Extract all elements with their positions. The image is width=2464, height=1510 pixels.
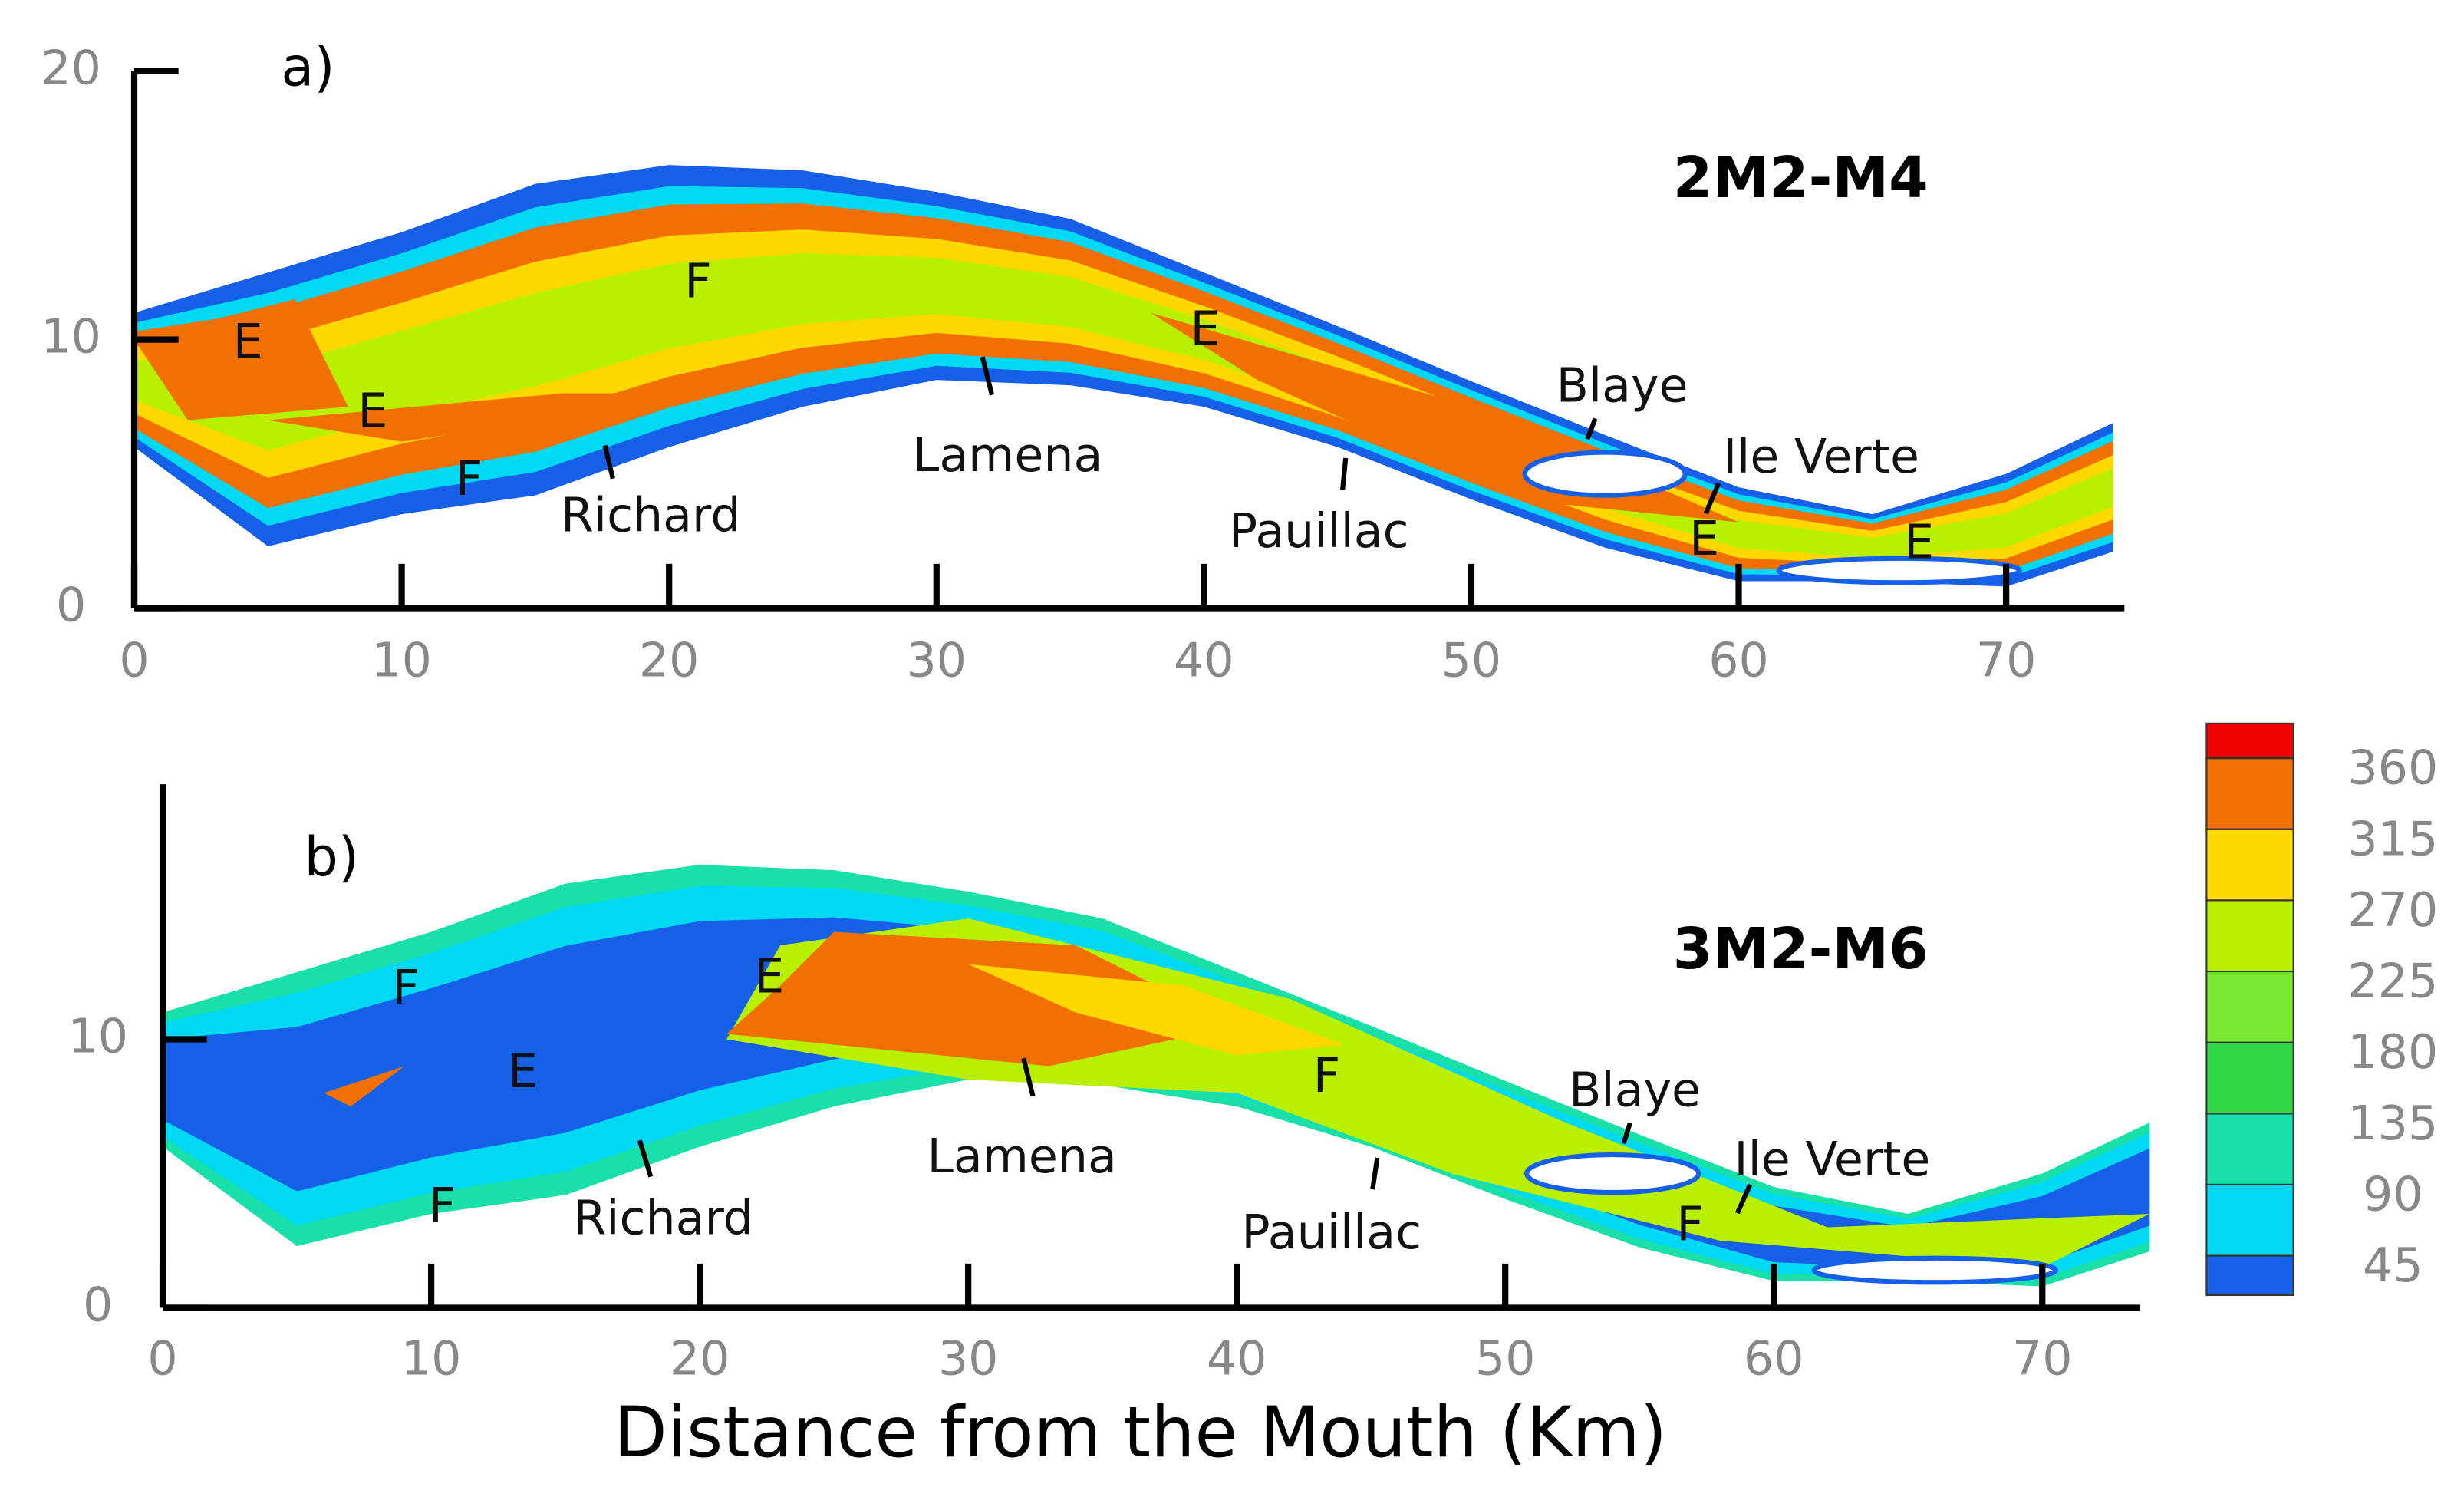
zone-marker: E bbox=[1190, 301, 1220, 356]
panel-label: b) bbox=[305, 826, 360, 889]
colorbar-label: 90 bbox=[2363, 1166, 2423, 1222]
zone-marker: F bbox=[1313, 1048, 1341, 1103]
x-tick-label: 60 bbox=[1744, 1331, 1804, 1386]
x-tick-label: 70 bbox=[1976, 633, 2037, 688]
colorbar-swatch bbox=[2205, 722, 2294, 760]
contour-band bbox=[726, 931, 1237, 1067]
place-pointer bbox=[1340, 457, 1349, 490]
x-tick-label: 50 bbox=[1475, 1331, 1536, 1386]
place-pointer bbox=[1735, 1183, 1753, 1215]
place-pointer bbox=[1021, 1057, 1036, 1097]
panel: 0 10 20 30 40 50 60 70 0 10 20 a) 2M2-M4 E E F F E E E Richa… bbox=[41, 36, 2125, 688]
contour-band bbox=[134, 299, 348, 420]
zone-marker: F bbox=[456, 451, 483, 506]
place-name: Lamena bbox=[913, 427, 1102, 483]
colorbar-label: 135 bbox=[2347, 1096, 2438, 1151]
x-tick-label: 40 bbox=[1174, 633, 1234, 688]
place-name: Blaye bbox=[1556, 358, 1688, 414]
zone-marker: F bbox=[1676, 1197, 1704, 1252]
place-name: Ile Verte bbox=[1723, 429, 1919, 484]
place-pointer bbox=[1370, 1157, 1380, 1190]
colorbar-label: 45 bbox=[2363, 1238, 2423, 1293]
island bbox=[1522, 450, 1688, 498]
place-pointer bbox=[1621, 1122, 1632, 1145]
zone-marker: E bbox=[754, 948, 784, 1004]
x-tick-label: 0 bbox=[119, 633, 149, 688]
colorbar-swatch bbox=[2205, 1254, 2294, 1297]
contour-band bbox=[268, 393, 723, 442]
y-tick-label: 20 bbox=[41, 41, 101, 96]
x-tick-label: 70 bbox=[2012, 1331, 2073, 1386]
island bbox=[1524, 1152, 1701, 1195]
place-name: Lamena bbox=[927, 1129, 1116, 1184]
place-name: Blaye bbox=[1569, 1063, 1701, 1118]
x-tick-label: 30 bbox=[938, 1331, 999, 1386]
place-name: Richard bbox=[574, 1190, 754, 1245]
panel: 0 10 20 30 40 50 60 70 0 10 b) 3M2-M6 F E E F F F Richard L… bbox=[68, 784, 2150, 1473]
place-pointer bbox=[637, 1139, 654, 1178]
island bbox=[1776, 556, 2022, 585]
colorbar-label: 270 bbox=[2347, 882, 2438, 938]
place-pointer bbox=[602, 444, 615, 480]
zone-marker: F bbox=[429, 1178, 456, 1233]
x-tick-label: 40 bbox=[1207, 1331, 1267, 1386]
colorbar-swatch bbox=[2205, 1113, 2294, 1185]
zone-marker: E bbox=[508, 1043, 538, 1099]
zone-marker: F bbox=[392, 960, 420, 1015]
colorbar-swatch bbox=[2205, 1041, 2294, 1115]
island bbox=[1811, 1255, 2058, 1285]
x-tick-label: 10 bbox=[371, 633, 432, 688]
place-name: Richard bbox=[561, 487, 741, 542]
y-tick-label: 0 bbox=[56, 578, 86, 633]
colorbar: 45 90 135 180 225 270 315 360 bbox=[2205, 722, 2438, 1297]
x-tick-label: 20 bbox=[639, 633, 700, 688]
x-tick-label: 50 bbox=[1441, 633, 1502, 688]
place-name: Pauillac bbox=[1229, 503, 1409, 559]
zone-marker: E bbox=[233, 314, 263, 369]
x-tick-label: 0 bbox=[147, 1331, 177, 1386]
colorbar-label: 315 bbox=[2347, 811, 2438, 866]
place-pointer bbox=[980, 356, 995, 396]
run-label: 3M2-M6 bbox=[1673, 916, 1929, 982]
place-name: Pauillac bbox=[1241, 1205, 1421, 1260]
contour-band bbox=[324, 1066, 405, 1107]
run-label: 2M2-M4 bbox=[1673, 145, 1929, 211]
colorbar-swatch bbox=[2205, 899, 2294, 973]
zone-marker: E bbox=[1904, 514, 1934, 569]
place-pointer bbox=[1703, 482, 1721, 515]
colorbar-label: 180 bbox=[2347, 1024, 2438, 1080]
place-pointer bbox=[1585, 417, 1598, 440]
colorbar-swatch bbox=[2205, 970, 2294, 1043]
place-name: Ile Verte bbox=[1734, 1132, 1930, 1187]
zone-marker: E bbox=[357, 383, 387, 438]
contour-band bbox=[968, 964, 1345, 1056]
x-tick-label: 10 bbox=[401, 1331, 462, 1386]
panel-label: a) bbox=[281, 36, 334, 99]
colorbar-label: 225 bbox=[2347, 954, 2438, 1009]
colorbar-swatch bbox=[2205, 1183, 2294, 1257]
zone-marker: E bbox=[1689, 511, 1719, 566]
x-axis-title: Distance from the Mouth (Km) bbox=[614, 1393, 1667, 1473]
zone-marker: F bbox=[684, 254, 712, 309]
y-tick-label: 10 bbox=[41, 309, 101, 364]
x-tick-label: 60 bbox=[1708, 633, 1769, 688]
y-tick-label: 0 bbox=[83, 1278, 113, 1333]
colorbar-label: 360 bbox=[2347, 740, 2438, 796]
y-tick-label: 10 bbox=[68, 1009, 128, 1064]
colorbar-swatch bbox=[2205, 828, 2294, 902]
x-tick-label: 30 bbox=[906, 633, 967, 688]
x-tick-label: 20 bbox=[670, 1331, 730, 1386]
colorbar-swatch bbox=[2205, 757, 2294, 830]
